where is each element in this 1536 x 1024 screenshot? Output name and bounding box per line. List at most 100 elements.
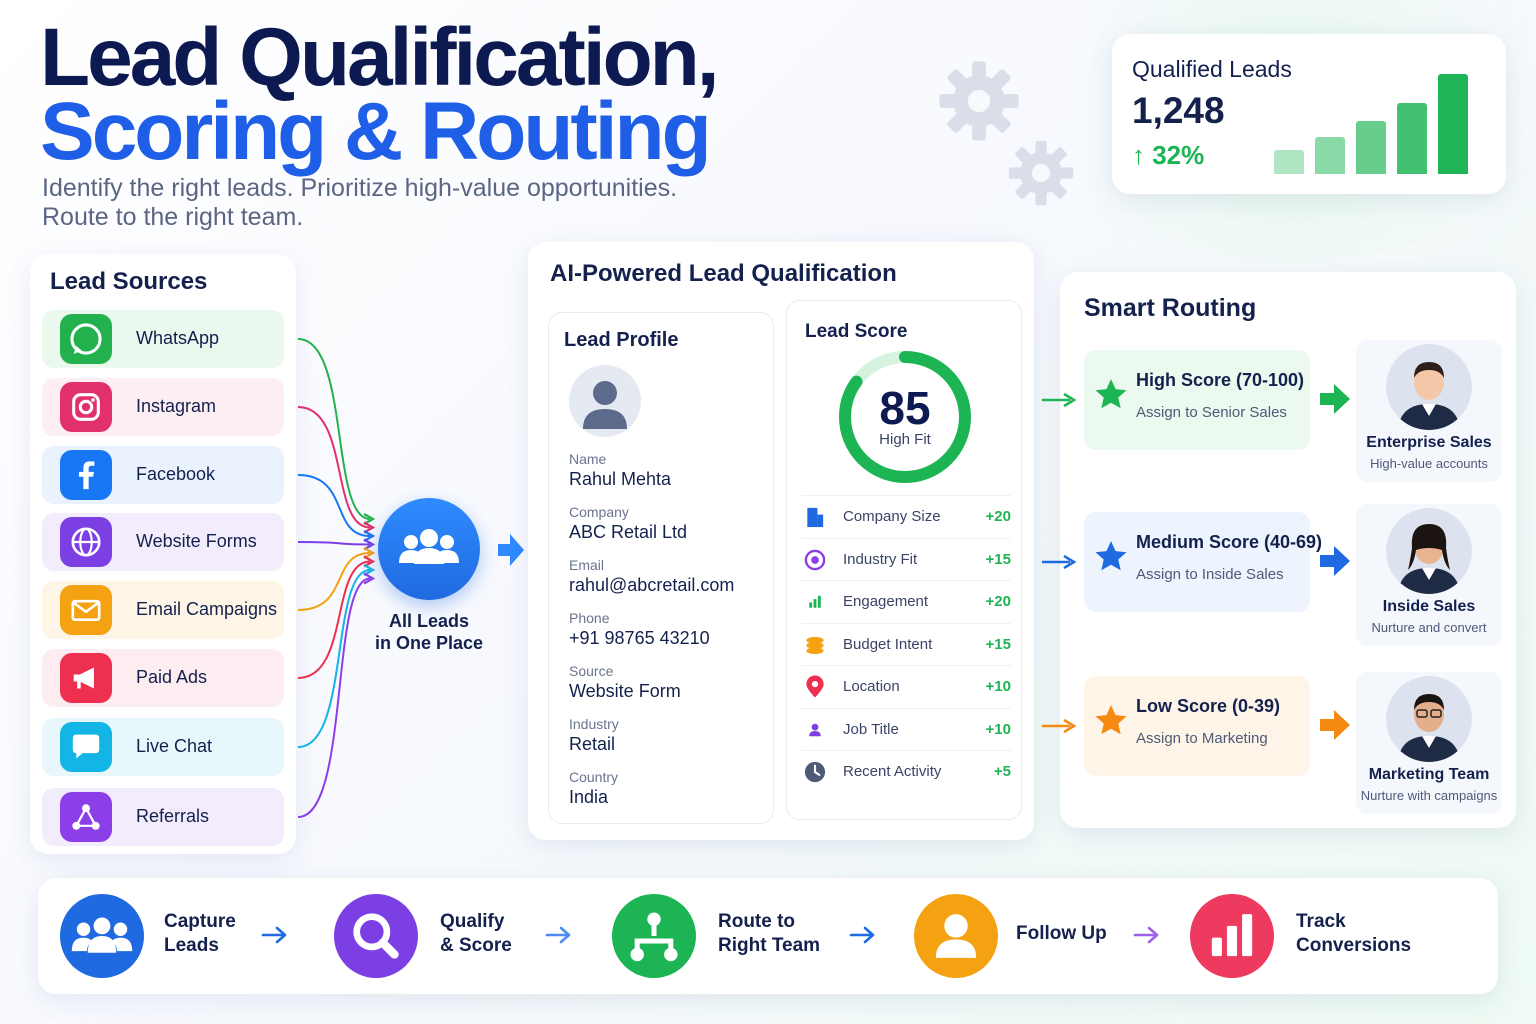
lead-source-whatsapp[interactable]: WhatsApp — [42, 310, 284, 368]
score-factor-points: +10 — [985, 720, 1011, 738]
source-connector-line — [297, 406, 371, 529]
lead-source-label: Live Chat — [136, 736, 213, 756]
lead-source-label: Instagram — [136, 396, 217, 416]
megaphone-icon — [73, 667, 94, 689]
source-connector-arrowhead — [363, 530, 376, 542]
kpi-bar — [1438, 74, 1468, 174]
lead-source-paid-ads[interactable]: Paid Ads — [42, 649, 284, 707]
route-icon — [630, 912, 678, 962]
arrow-right-icon — [849, 926, 875, 944]
process-step-label: Capture Leads — [164, 910, 236, 958]
building-icon — [807, 507, 824, 528]
team-name: Enterprise Sales — [1366, 434, 1492, 451]
globe-icon — [71, 527, 101, 557]
source-connector-line — [297, 338, 371, 520]
smart-routing-panel: Smart Routing High Score (70-100) Assign … — [1060, 272, 1516, 828]
lead-score-title: Lead Score — [805, 321, 908, 342]
team-description: High-value accounts — [1370, 456, 1488, 471]
lead-source-facebook[interactable]: Facebook — [42, 446, 284, 504]
score-factor-label: Company Size — [843, 508, 941, 525]
process-flow: Capture Leads Qualify & Score Route to Right … — [38, 878, 1498, 994]
star-icon — [1095, 705, 1127, 735]
score-factor-label: Job Title — [843, 720, 899, 738]
person-icon — [583, 381, 627, 429]
lead-source-referrals[interactable]: Referrals — [42, 788, 284, 846]
process-step-icon-4 — [914, 894, 998, 978]
hub-label-line-2: in One Place — [374, 633, 484, 653]
team-card-enterprise-sales[interactable]: Enterprise Sales High-value accounts — [1356, 340, 1502, 482]
score-ring — [839, 351, 971, 483]
score-factor-points: +10 — [985, 678, 1011, 695]
routing-tier-action: Assign to Senior Sales — [1136, 404, 1287, 421]
arrow-right-icon — [1320, 710, 1350, 740]
users-icon — [71, 917, 133, 953]
gear-icon — [939, 61, 1019, 141]
target-icon — [804, 549, 826, 570]
star-icon — [1095, 541, 1127, 571]
kpi-bar-chart — [1272, 34, 1492, 194]
lead-source-icon-box — [60, 792, 112, 842]
process-step-line-2: Conversions — [1296, 935, 1412, 956]
score-ring-progress — [839, 351, 971, 483]
lead-source-email-campaigns[interactable]: Email Campaigns — [42, 581, 284, 639]
star-icon — [1095, 379, 1127, 409]
lead-source-live-chat[interactable]: Live Chat — [42, 718, 284, 776]
subtitle: Identify the right leads. Prioritize hig… — [42, 174, 677, 232]
kpi-bar — [1397, 103, 1427, 174]
lead-source-icon-box — [60, 653, 112, 703]
routing-tier-medium[interactable]: Medium Score (40-69) Assign to Inside Sal… — [1084, 512, 1322, 612]
profile-field-label: Source — [569, 663, 614, 679]
team-description: Nurture with campaigns — [1360, 788, 1498, 803]
score-factor-row: Budget Intent +15 — [801, 622, 1011, 665]
lead-source-instagram[interactable]: Instagram — [42, 378, 284, 436]
lead-source-website-forms[interactable]: Website Forms — [42, 513, 284, 571]
score-factor-row: Company Size +20 — [801, 495, 1011, 537]
lead-source-label: Facebook — [136, 464, 216, 484]
arrow-right-icon — [261, 926, 287, 944]
kpi-change: ↑ 32% — [1132, 140, 1205, 170]
lead-source-label: Email Campaigns — [136, 599, 278, 619]
routing-tier-high[interactable]: High Score (70-100) Assign to Senior Sale… — [1084, 350, 1310, 450]
routing-tier-action: Assign to Marketing — [1136, 730, 1268, 747]
source-connector-line — [297, 541, 371, 546]
source-connector-line — [297, 474, 371, 537]
team-card-inside-sales[interactable]: Inside Sales Nurture and convert — [1356, 504, 1502, 646]
score-factor-row: Industry Fit +15 — [801, 537, 1011, 580]
routing-inbound-arrowhead — [1063, 392, 1077, 408]
process-step-line-1: Qualify — [440, 911, 505, 932]
process-step-line-1: Track — [1296, 911, 1346, 932]
all-leads-hub[interactable] — [378, 498, 480, 600]
gear-icon — [1008, 140, 1074, 206]
lead-source-label: WhatsApp — [136, 328, 220, 348]
subtitle-line-2: Route to the right team. — [42, 203, 304, 231]
lead-source-label: Paid Ads — [136, 667, 208, 687]
lead-source-icon-box — [60, 382, 112, 432]
kpi-bar — [1315, 137, 1345, 174]
score-factor-points: +20 — [985, 508, 1011, 525]
routing-tier-name: Low Score (0-39) — [1136, 696, 1281, 716]
kpi-bar — [1274, 150, 1304, 174]
profile-field-label: Name — [569, 451, 607, 467]
process-step-icon-2 — [334, 894, 418, 978]
ai-qualification-title: AI-Powered Lead Qualification — [550, 260, 897, 287]
location-pin-icon — [806, 675, 824, 698]
profile-field-value: Website Form — [569, 681, 681, 701]
source-connector-arrowhead — [363, 513, 376, 525]
arrow-right-icon — [1133, 926, 1159, 944]
lead-source-icon-box — [60, 585, 112, 635]
arrow-right-icon — [1320, 546, 1350, 576]
team-name: Inside Sales — [1382, 598, 1476, 615]
routing-tier-low[interactable]: Low Score (0-39) Assign to Marketing — [1084, 676, 1310, 776]
team-avatar — [1386, 676, 1472, 762]
lead-score-fit: High Fit — [879, 431, 931, 448]
score-factor-label: Industry Fit — [843, 550, 918, 568]
process-step-icon-1 — [60, 894, 144, 978]
profile-field-value: India — [569, 787, 609, 807]
profile-field-label: Phone — [569, 610, 610, 626]
facebook-icon — [78, 461, 95, 490]
profile-field-value: Rahul Mehta — [569, 469, 672, 489]
score-factor-row: Recent Activity +5 — [801, 750, 1011, 792]
routing-inbound-arrowhead — [1063, 554, 1077, 570]
team-card-marketing-team[interactable]: Marketing Team Nurture with campaigns — [1356, 672, 1502, 814]
users-icon — [399, 529, 459, 564]
